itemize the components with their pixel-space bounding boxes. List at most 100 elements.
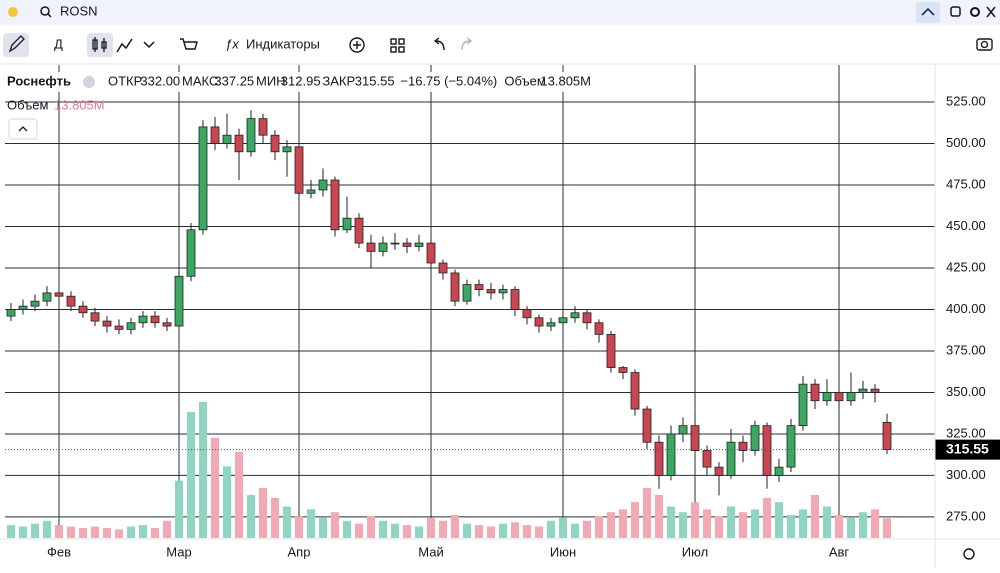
volume-bar bbox=[559, 517, 567, 538]
add-icon bbox=[353, 41, 361, 49]
y-tick-label: 375.00 bbox=[946, 342, 986, 357]
candle-body bbox=[126, 322, 136, 330]
candle-body bbox=[42, 292, 52, 302]
volume-bar bbox=[451, 515, 459, 538]
volume-bar bbox=[67, 526, 75, 538]
legend-name: Роснефть bbox=[7, 73, 71, 88]
candle-body bbox=[426, 242, 436, 264]
add-btn[interactable] bbox=[349, 37, 365, 53]
candle-body bbox=[870, 388, 880, 393]
toolbar: Д ƒx Индикаторы bbox=[3, 33, 993, 57]
volume-bar bbox=[151, 527, 159, 538]
window-btn[interactable] bbox=[950, 6, 961, 17]
y-tick-label: 450.00 bbox=[946, 218, 986, 233]
candle-body bbox=[246, 118, 256, 153]
candle-body bbox=[294, 146, 304, 194]
candle-body bbox=[162, 322, 172, 327]
volume-bar bbox=[223, 466, 231, 538]
candle-body bbox=[306, 189, 316, 194]
area-icon[interactable] bbox=[116, 38, 133, 53]
y-tick-label: 275.00 bbox=[946, 508, 986, 523]
candle-body bbox=[174, 275, 184, 327]
volume-bar bbox=[631, 502, 639, 538]
volume-bar bbox=[571, 523, 579, 538]
legend-item-value: 315.55 bbox=[355, 73, 395, 88]
volume-bar bbox=[307, 509, 315, 538]
volume-pane-value: 13.805M bbox=[54, 97, 105, 112]
candle-body bbox=[414, 242, 424, 247]
undo-btn[interactable] bbox=[433, 37, 445, 51]
legend-item-label: МИН bbox=[256, 73, 286, 88]
indicators-btn[interactable]: Индикаторы bbox=[246, 36, 320, 51]
legend-volume-label: Объем bbox=[504, 73, 545, 88]
volume-bar bbox=[79, 527, 87, 538]
dropdown-icon[interactable] bbox=[143, 41, 155, 49]
candle-body bbox=[258, 118, 268, 136]
volume-bar bbox=[475, 525, 483, 538]
candle-body bbox=[330, 179, 340, 231]
candle-body bbox=[102, 320, 112, 327]
legend-item-label: МАКС bbox=[182, 73, 218, 88]
volume-bar bbox=[835, 515, 843, 538]
collapse-btn[interactable] bbox=[916, 2, 940, 23]
volume-bar bbox=[487, 526, 495, 538]
close-btn[interactable] bbox=[986, 6, 996, 18]
volume-bar bbox=[619, 509, 627, 538]
y-tick-label: 475.00 bbox=[946, 176, 986, 191]
candle-body bbox=[54, 292, 64, 297]
volume-bar bbox=[847, 517, 855, 538]
candle-body bbox=[678, 425, 688, 435]
volume-bar bbox=[655, 495, 663, 538]
volume-bar bbox=[871, 509, 879, 538]
collapse-icon bbox=[921, 7, 935, 16]
volume-bar bbox=[547, 520, 555, 538]
candle-body bbox=[582, 312, 592, 324]
snapshot-btn[interactable] bbox=[976, 38, 993, 51]
legend-toggle[interactable] bbox=[8, 118, 38, 140]
cart-icon[interactable] bbox=[180, 38, 198, 50]
candle-body bbox=[282, 146, 292, 153]
candle-body bbox=[390, 242, 400, 245]
redo-btn[interactable] bbox=[461, 37, 473, 51]
candle-body bbox=[882, 421, 892, 451]
y-tick-label: 525.00 bbox=[946, 93, 986, 108]
volume-bar bbox=[727, 506, 735, 538]
axis-settings-btn[interactable] bbox=[963, 548, 975, 560]
volume-bar bbox=[247, 495, 255, 538]
x-tick-label: Мар bbox=[166, 544, 191, 559]
candle-body bbox=[642, 408, 652, 443]
y-tick-label: 500.00 bbox=[946, 135, 986, 150]
interval-btn[interactable]: Д bbox=[54, 36, 63, 51]
symbol[interactable]: ROSN bbox=[60, 3, 98, 18]
volume-bar bbox=[187, 411, 195, 538]
settings-btn[interactable] bbox=[970, 7, 980, 17]
candle-body bbox=[858, 388, 868, 393]
candle-body bbox=[522, 309, 532, 319]
candle-body bbox=[606, 333, 616, 368]
volume-bar bbox=[259, 487, 267, 538]
candle-body bbox=[366, 242, 376, 252]
candle-body bbox=[594, 322, 604, 335]
volume-bar bbox=[439, 520, 447, 538]
x-tick-label: Апр bbox=[288, 544, 311, 559]
volume-bar bbox=[787, 515, 795, 538]
legend-bg bbox=[0, 72, 620, 92]
candle-body bbox=[618, 367, 628, 373]
legend-item-label: ЗАКР bbox=[322, 73, 355, 88]
legend-icon bbox=[83, 76, 95, 88]
y-tick-label: 350.00 bbox=[946, 384, 986, 399]
candle-body bbox=[714, 466, 724, 476]
candle-body bbox=[378, 242, 388, 252]
candle-body bbox=[666, 433, 676, 476]
layout-btn[interactable] bbox=[390, 38, 405, 53]
volume-bar bbox=[739, 512, 747, 538]
candle-body bbox=[462, 284, 472, 302]
pencil-btn[interactable] bbox=[3, 33, 29, 57]
x-tick-label: Май bbox=[418, 544, 443, 559]
candle-body bbox=[198, 126, 208, 231]
candles-icon bbox=[92, 37, 107, 52]
candle-body bbox=[234, 134, 244, 153]
candle-body bbox=[798, 383, 808, 427]
volume-bar bbox=[679, 512, 687, 538]
candles-btn[interactable] bbox=[87, 33, 113, 57]
